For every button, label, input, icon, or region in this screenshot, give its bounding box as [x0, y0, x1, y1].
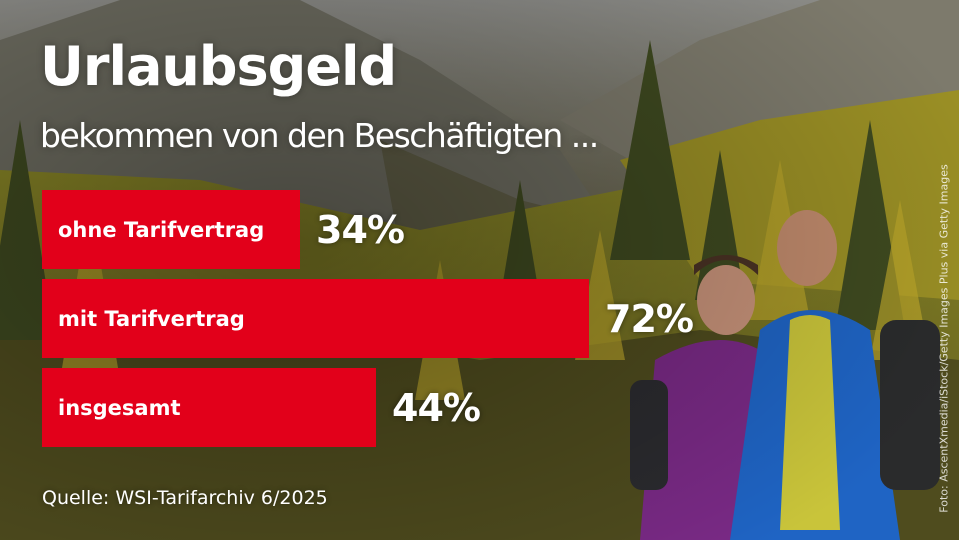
chart-subtitle: bekommen von den Beschäftigten ...: [40, 116, 599, 155]
bar-category-label: mit Tarifvertrag: [58, 306, 245, 331]
bar-value-label: 34%: [316, 207, 405, 252]
bar: ohne Tarifvertrag: [42, 190, 300, 269]
bar: mit Tarifvertrag: [42, 279, 589, 358]
bar-value-label: 44%: [392, 385, 481, 430]
source-note: Quelle: WSI-Tarifarchiv 6/2025: [42, 487, 328, 509]
bar-category-label: insgesamt: [58, 395, 181, 420]
bar-value-label: 72%: [605, 296, 694, 341]
bar-category-label: ohne Tarifvertrag: [58, 217, 265, 242]
chart-title: Urlaubsgeld: [40, 35, 397, 98]
photo-credit: Foto: AscentXmedia/iStock/Getty Images P…: [937, 164, 951, 513]
bar: insgesamt: [42, 368, 376, 447]
